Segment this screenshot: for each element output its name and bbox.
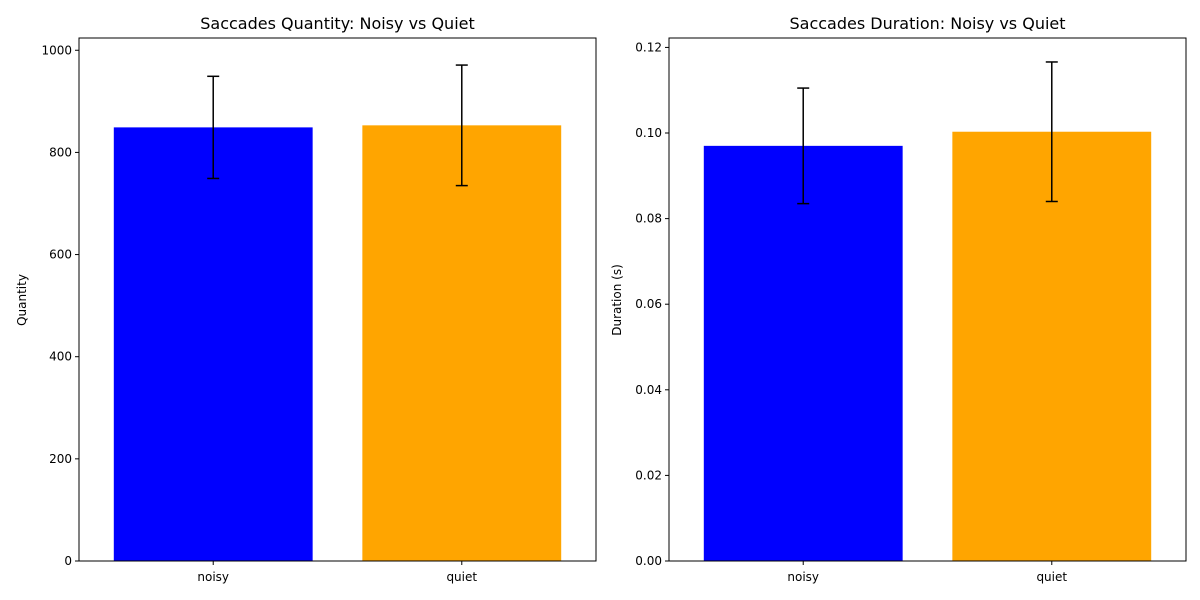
y-tick-label: 0.06 bbox=[635, 297, 662, 311]
y-axis-label: Quantity bbox=[15, 274, 29, 326]
bar-quiet bbox=[362, 125, 562, 561]
y-tick-label: 0.12 bbox=[635, 40, 662, 54]
duration-chart: Saccades Duration: Noisy vs Quiet Durati… bbox=[610, 14, 1187, 584]
y-tick-label: 0.04 bbox=[635, 383, 662, 397]
plot-frame bbox=[78, 37, 597, 562]
y-tick-label: 800 bbox=[49, 145, 72, 159]
x-tick-label-quiet: quiet bbox=[1036, 570, 1067, 584]
y-tick-label: 200 bbox=[49, 452, 72, 466]
chart-title: Saccades Quantity: Noisy vs Quiet bbox=[200, 14, 475, 33]
x-tick-label-noisy: noisy bbox=[787, 570, 819, 584]
y-tick-label: 0.02 bbox=[635, 468, 662, 482]
y-tick-label: 400 bbox=[49, 350, 72, 364]
plot-frame bbox=[668, 37, 1187, 562]
y-tick-label: 1000 bbox=[41, 43, 72, 57]
y-tick-label: 0.10 bbox=[635, 126, 662, 140]
y-tick-label: 600 bbox=[49, 248, 72, 262]
bar-quiet bbox=[952, 131, 1152, 561]
y-tick-label: 0 bbox=[64, 554, 72, 568]
quantity-chart: Saccades Quantity: Noisy vs Quiet Quanti… bbox=[15, 14, 597, 584]
y-tick-label: 0.00 bbox=[635, 554, 662, 568]
x-tick-label-quiet: quiet bbox=[446, 570, 477, 584]
y-axis-label: Duration (s) bbox=[610, 264, 624, 336]
y-tick-label: 0.08 bbox=[635, 212, 662, 226]
bar-noisy bbox=[113, 127, 313, 561]
chart-title: Saccades Duration: Noisy vs Quiet bbox=[789, 14, 1065, 33]
bar-noisy bbox=[703, 145, 903, 561]
x-tick-label-noisy: noisy bbox=[197, 570, 229, 584]
